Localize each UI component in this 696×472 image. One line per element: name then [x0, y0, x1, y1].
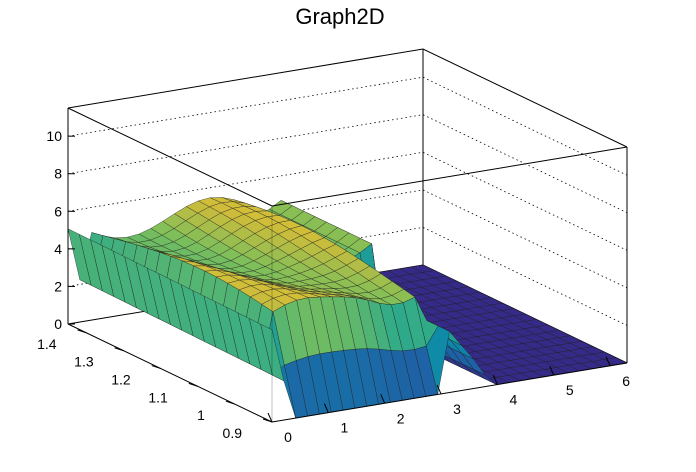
x-tick-5 — [549, 365, 555, 376]
x-tick-label: 0 — [284, 429, 292, 445]
x-tick-label: 1 — [340, 420, 348, 436]
x-tick-label: 6 — [622, 373, 630, 389]
y-tick-2 — [188, 382, 198, 387]
y-tick-label: 1 — [197, 407, 205, 423]
top-front-edge — [271, 146, 628, 207]
y-tick-0 — [262, 418, 273, 423]
y-axis: 0.9 1 1.1 1.2 1.3 1.4 — [37, 323, 273, 441]
z-tick-label: 4 — [54, 241, 62, 257]
y-tick-label: 1.2 — [111, 372, 131, 388]
x-tick-label: 4 — [509, 392, 517, 408]
x-tick-1 — [323, 403, 329, 413]
surface-mesh — [67, 197, 628, 419]
axis-box-front — [67, 107, 628, 422]
y-tick-label: 0.9 — [223, 425, 243, 441]
x-axis: 0 1 2 3 4 5 6 — [267, 356, 630, 445]
y-tick-1 — [225, 400, 236, 405]
y-axis-line — [67, 323, 273, 423]
chart-title: Graph2D — [295, 4, 384, 29]
y-tick-3 — [151, 365, 161, 370]
z-tick-label: 8 — [54, 166, 62, 182]
x-tick-label: 2 — [397, 410, 405, 426]
x-tick-label: 5 — [566, 382, 574, 398]
x-tick-4 — [492, 375, 498, 385]
z-tick-label: 6 — [54, 203, 62, 219]
x-tick-3 — [436, 384, 442, 395]
top-left-edge — [67, 107, 273, 207]
y-tick-5 — [77, 329, 87, 334]
y-tick-label: 1.3 — [74, 354, 94, 370]
z-tick-label: 2 — [54, 278, 62, 294]
x-tick-6 — [605, 356, 611, 367]
z-gridline-4 — [67, 114, 628, 214]
surface-cell — [260, 323, 285, 382]
y-tick-label: 1.4 — [37, 336, 57, 352]
x-tick-0 — [267, 412, 273, 423]
y-tick-label: 1.1 — [148, 389, 168, 405]
x-tick-label: 3 — [453, 401, 461, 417]
z-tick-label: 10 — [46, 128, 62, 144]
x-axis-line — [271, 362, 628, 423]
z-tick-label: 0 — [54, 316, 62, 332]
z-axis: 0 2 4 6 8 10 — [46, 108, 75, 332]
top-back-edges — [67, 48, 628, 148]
y-tick-4 — [114, 347, 124, 352]
x-tick-2 — [380, 394, 386, 404]
